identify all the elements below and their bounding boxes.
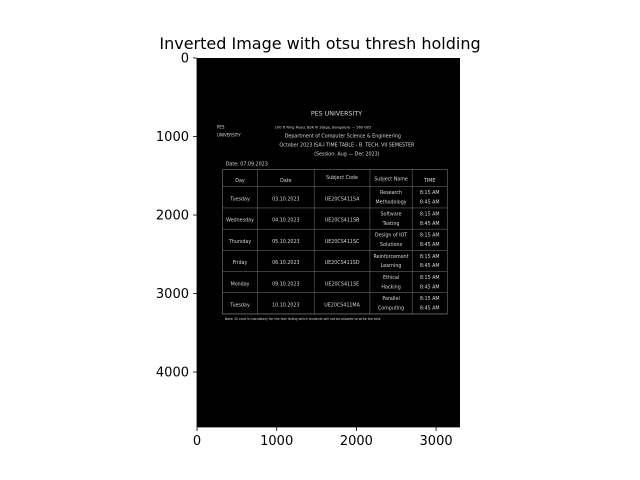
x-tick-label: 2000 (340, 434, 373, 449)
table-cell-date: 09.10.2023 (272, 281, 299, 287)
table-cell-name: Learning (381, 263, 402, 269)
doc-university: PES UNIVERSITY (311, 110, 362, 117)
doc-session: (Session: Aug — Dec 2023) (314, 151, 380, 157)
table-cell-time: 8:45 AM (420, 306, 440, 312)
y-tick-label: 1000 (156, 130, 189, 145)
table-cell-day: Tuesday (229, 196, 250, 202)
table-cell-name: Hacking (381, 284, 400, 290)
table-cell-time: 8:45 AM (420, 200, 440, 206)
table-header-cell: TIME (423, 178, 436, 184)
table-header-cell: Subject Name (374, 176, 408, 182)
table-cell-code: UE20CS411SA (325, 196, 360, 202)
table-cell-time: 8:15 AM (420, 211, 440, 217)
table-cell-code: UE20CS411SC (325, 239, 360, 245)
table-cell-time: 8:15 AM (420, 296, 440, 302)
table-cell-day: Tuesday (229, 302, 250, 308)
table-cell-day: Thursday (228, 239, 251, 245)
table-cell-name: Testing (382, 221, 400, 227)
table-cell-name: Solutions (380, 242, 403, 248)
doc-logo-text: UNIVERSITY (217, 133, 241, 138)
table-cell-day: Friday (233, 260, 248, 266)
table-cell-code: UE20CS411SE (325, 281, 359, 287)
table-cell-time: 8:45 AM (420, 242, 440, 248)
table-cell-name: Methodology (376, 200, 407, 206)
y-tick-label: 2000 (156, 209, 189, 224)
x-tick-label: 3000 (420, 434, 453, 449)
image-area (197, 58, 460, 427)
table-cell-code: UE20CS411MA (324, 302, 360, 308)
y-tick-label: 4000 (156, 366, 189, 381)
table-cell-name: Parallel (382, 296, 399, 302)
table-cell-date: 03.10.2023 (272, 196, 299, 202)
doc-date: Date: 07.09.2023 (226, 162, 268, 168)
y-tick-label: 0 (181, 52, 189, 67)
axes: 0 1000 2000 3000 0 1000 2000 3000 4000 (156, 52, 460, 449)
table-cell-date: 04.10.2023 (272, 218, 299, 224)
table-header-cell: Day (235, 178, 245, 184)
image-background (197, 58, 460, 427)
x-tick-label: 0 (193, 434, 201, 449)
table-cell-day: Monday (231, 281, 250, 287)
table-cell-date: 06.10.2023 (272, 260, 299, 266)
table-cell-time: 8:45 AM (420, 221, 440, 227)
document-content: PES UNIVERSITY PES UNIVERSITY 100 ft Ring R… (217, 110, 448, 321)
table-cell-time: 8:15 AM (420, 254, 440, 260)
table-cell-date: 05.10.2023 (272, 239, 299, 245)
table-cell-date: 10.10.2023 (272, 302, 299, 308)
table-cell-day: Wednesday (226, 218, 254, 224)
table-cell-name: Computing (378, 306, 404, 312)
table-header-cell: Date (280, 178, 292, 184)
x-tick-label: 1000 (260, 434, 293, 449)
table-cell-time: 8:45 AM (420, 263, 440, 269)
doc-timetable-title: October 2023 ISA-I TIME TABLE - B. TECH,… (279, 143, 415, 149)
table-cell-name: Research (380, 190, 402, 196)
table-cell-time: 8:45 AM (420, 284, 440, 290)
table-cell-code: UE20CS411SB (325, 218, 360, 224)
table-cell-name: Design of IOT (375, 233, 407, 239)
table-cell-time: 8:15 AM (420, 275, 440, 281)
table-cell-time: 8:15 AM (420, 190, 440, 196)
table-header-cell: Subject Code (326, 175, 358, 181)
doc-department: Department of Computer Science & Enginee… (285, 133, 401, 139)
table-cell-name: Ethical (383, 275, 399, 281)
doc-note: Note: ID card is mandatory for the test … (225, 317, 381, 321)
table-cell-name: Reinforcement (374, 254, 409, 260)
y-tick-label: 3000 (156, 287, 189, 302)
table-cell-code: UE20CS411SD (325, 260, 360, 266)
chart-title: Inverted Image with otsu thresh holding (159, 34, 481, 53)
doc-address: 100 ft Ring Road, BSK III Stage, Bangalo… (275, 126, 371, 130)
doc-logo-text: PES (217, 125, 225, 130)
table-cell-time: 8:15 AM (420, 233, 440, 239)
table-cell-name: Software (380, 211, 401, 217)
